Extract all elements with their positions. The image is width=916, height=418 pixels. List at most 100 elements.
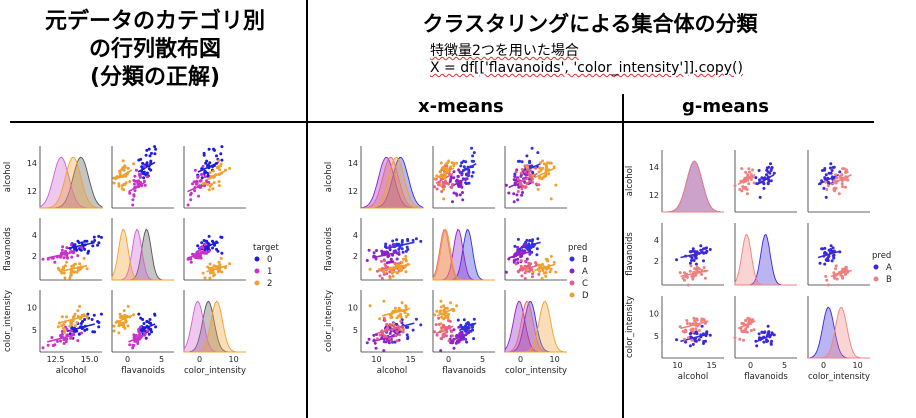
chart1-point-0-2-C-12 bbox=[537, 183, 541, 187]
chart0-point-1-0-2-11 bbox=[60, 271, 64, 275]
chart1-point-1-2-C-13 bbox=[527, 269, 531, 273]
chart1-point-2-1-D-18 bbox=[433, 313, 437, 317]
chart1-point-0-1-C-19 bbox=[433, 185, 436, 189]
chart1-point-2-1-C-1 bbox=[450, 330, 454, 334]
chart2-point-1-2-B-27 bbox=[826, 283, 830, 287]
chart1-point-0-2-A-0 bbox=[516, 198, 520, 202]
chart1-point-0-1-C-31 bbox=[443, 185, 446, 188]
chart2-legend-label-A: A bbox=[886, 263, 892, 273]
chart2-point-0-1-B-29 bbox=[741, 185, 745, 189]
chart1-point-0-1-C-2 bbox=[450, 183, 454, 186]
chart1-regline-2-1-B bbox=[458, 322, 477, 332]
chart0-point-2-0-1-30 bbox=[53, 343, 57, 347]
chart0-point-0-1-1-11 bbox=[131, 203, 135, 207]
chart0-regline-0-2-2 bbox=[206, 169, 228, 181]
chart0-point-0-1-0-12 bbox=[145, 161, 149, 165]
chart1-point-0-2-C-27 bbox=[519, 171, 523, 175]
chart1-point-0-1-A-21 bbox=[457, 168, 461, 172]
chart1-point-1-0-C-12 bbox=[382, 272, 386, 276]
chart1-xtick-alcohol-0: 10 bbox=[371, 355, 381, 364]
chart1-point-0-1-D-16 bbox=[450, 161, 454, 165]
chart1-point-0-2-D-15 bbox=[544, 164, 548, 168]
chart2-point-2-1-B-1 bbox=[742, 338, 746, 342]
chart2-ytick-alcohol-0: 12 bbox=[649, 191, 659, 200]
chart2-point-1-2-A-29 bbox=[827, 248, 831, 252]
chart1-legend-label-A: A bbox=[582, 267, 588, 277]
chart0-point-2-1-1-16 bbox=[137, 329, 141, 333]
chart0-point-1-0-1-30 bbox=[53, 260, 57, 264]
chart1-point-2-0-C-31 bbox=[381, 332, 384, 336]
chart1-point-0-2-D-0 bbox=[541, 159, 544, 163]
chart1-point-1-2-B-24 bbox=[530, 250, 534, 254]
chart2-point-0-1-A-28 bbox=[769, 169, 773, 172]
chart1-point-2-0-D-24 bbox=[397, 314, 401, 318]
chart1-point-1-2-C-9 bbox=[523, 264, 527, 268]
chart1-point-0-1-D-30 bbox=[449, 165, 453, 169]
chart2-point-2-1-A-24 bbox=[766, 324, 770, 328]
chart1-point-0-1-B-21 bbox=[467, 181, 471, 185]
chart1-point-2-1-D-13 bbox=[439, 305, 443, 309]
chart2-point-0-1-A-19 bbox=[766, 182, 770, 186]
chart2-point-2-0-A-26 bbox=[684, 340, 688, 344]
chart1-point-1-0-B-13 bbox=[406, 237, 410, 241]
chart0-point-1-2-1-11 bbox=[186, 257, 190, 261]
chart1-point-2-1-C-2 bbox=[450, 334, 454, 338]
chart1-xlabel-color_intensity: color_intensity bbox=[505, 366, 567, 376]
chart0-point-2-1-0-15 bbox=[154, 325, 158, 329]
chart1-point-1-2-B-17 bbox=[513, 244, 517, 248]
chart2-point-0-2-B-25 bbox=[837, 192, 841, 196]
chart1-point-2-0-D-7 bbox=[397, 306, 401, 310]
chart0-regline-1-2-1 bbox=[187, 251, 209, 259]
chart1-point-0-2-A-27 bbox=[524, 173, 528, 176]
chart0-point-0-2-0-26 bbox=[219, 152, 223, 156]
chart1-point-1-2-D-27 bbox=[541, 269, 545, 273]
chart1-point-1-0-A-17 bbox=[388, 245, 392, 249]
chart1-ytick-flavanoids-1: 4 bbox=[353, 231, 358, 240]
chart2-point-0-2-A-23 bbox=[823, 167, 827, 170]
chart0-point-0-1-2-24 bbox=[128, 180, 132, 183]
chart0-point-2-1-1-5 bbox=[132, 344, 136, 347]
chart0-ytick-alcohol-1: 14 bbox=[27, 159, 37, 168]
chart1-point-2-1-B-17 bbox=[465, 340, 469, 344]
chart0-point-0-2-2-20 bbox=[217, 165, 221, 169]
chart0-point-1-0-1-14 bbox=[64, 249, 67, 253]
chart1-point-1-2-A-2 bbox=[522, 244, 525, 248]
chart1-point-0-2-C-5 bbox=[520, 187, 524, 191]
chart1-point-0-2-C-31 bbox=[521, 185, 525, 188]
chart1-point-0-2-D-22 bbox=[554, 183, 558, 187]
chart1-point-1-0-B-21 bbox=[384, 242, 388, 246]
chart0-point-0-1-2-20 bbox=[122, 165, 126, 169]
chart2-point-2-0-B-31 bbox=[694, 327, 698, 331]
chart1-point-0-2-D-23 bbox=[531, 174, 535, 177]
chart2-point-2-1-A-13 bbox=[765, 338, 768, 342]
chart0-point-1-2-0-14 bbox=[220, 251, 224, 255]
chart1-point-2-1-C-15 bbox=[447, 339, 451, 343]
chart0-point-0-2-1-27 bbox=[199, 173, 203, 176]
chart1-point-2-1-C-19 bbox=[433, 330, 436, 334]
chart0-point-0-1-2-6 bbox=[121, 159, 125, 163]
chart1-point-1-0-A-13 bbox=[365, 259, 369, 262]
chart1-point-1-2-C-29 bbox=[530, 275, 534, 279]
chart1-regline-1-0-D bbox=[382, 263, 411, 272]
chart2-point-1-0-A-31 bbox=[691, 249, 695, 253]
chart0-point-2-0-2-19 bbox=[62, 326, 65, 330]
chart1-point-0-2-B-14 bbox=[530, 146, 534, 150]
chart1-point-2-0-B-7 bbox=[406, 325, 410, 329]
chart1-point-0-1-A-12 bbox=[452, 191, 456, 195]
chart0-point-2-1-1-14 bbox=[139, 325, 143, 329]
chart2-point-0-1-B-22 bbox=[752, 181, 756, 185]
chart0-point-2-1-0-13 bbox=[148, 318, 152, 321]
chart0-point-2-0-0-11 bbox=[83, 318, 87, 321]
chart0-legend-label-2: 2 bbox=[267, 279, 272, 289]
chart1-legend-marker-D bbox=[569, 292, 575, 298]
chart1-point-1-2-C-15 bbox=[514, 262, 518, 266]
chart0-point-1-0-2-5 bbox=[57, 268, 61, 272]
chart0-point-0-2-0-0 bbox=[220, 145, 224, 149]
chart1-point-0-1-C-4 bbox=[440, 190, 444, 193]
chart0-point-0-2-1-30 bbox=[189, 191, 193, 195]
chart1-point-1-2-D-31 bbox=[525, 268, 529, 272]
chart0-point-0-2-2-24 bbox=[217, 180, 221, 183]
chart1-point-2-0-C-29 bbox=[388, 323, 392, 327]
chart1-xtick-color_intensity-1: 10 bbox=[550, 355, 560, 364]
chart2-regline-2-1-B bbox=[737, 320, 756, 330]
